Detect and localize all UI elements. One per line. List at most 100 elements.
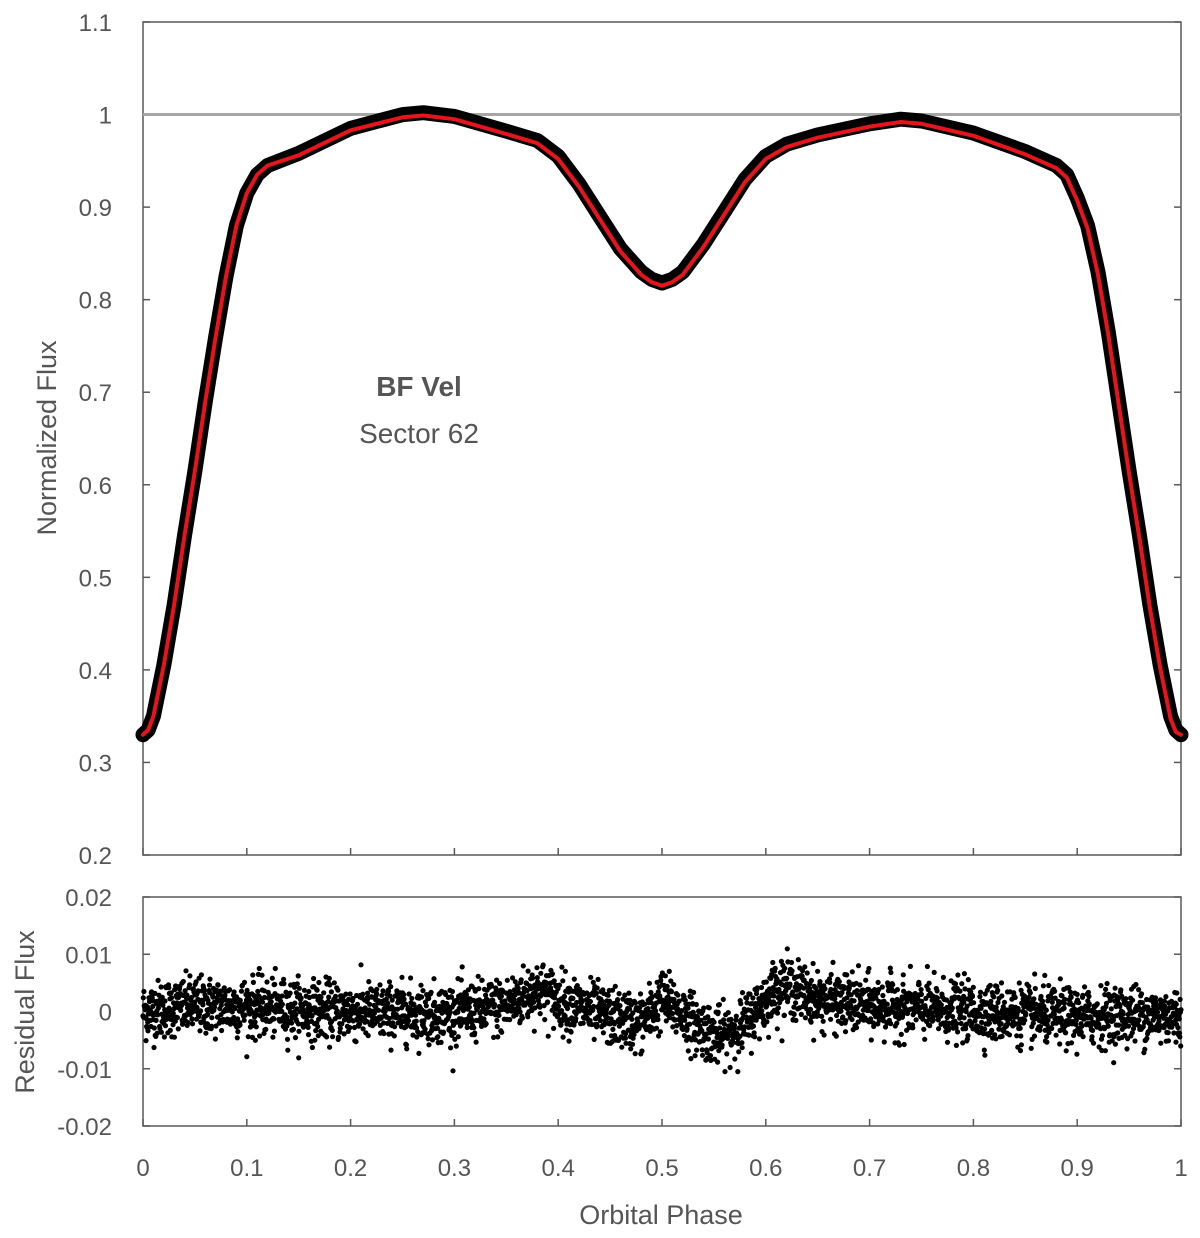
residual-point xyxy=(961,999,967,1005)
residual-point xyxy=(880,992,886,999)
residual-point xyxy=(562,968,569,974)
residual-point xyxy=(607,1001,613,1007)
residual-point xyxy=(418,982,424,988)
residual-point xyxy=(141,988,147,995)
residual-point xyxy=(272,965,278,972)
residual-point xyxy=(711,1019,717,1025)
residual-point xyxy=(884,1001,890,1007)
residual-point xyxy=(950,1014,956,1020)
residual-point xyxy=(250,1010,256,1016)
residual-point xyxy=(167,1027,173,1033)
residual-point xyxy=(187,973,193,979)
residual-point xyxy=(531,999,537,1005)
residual-point xyxy=(204,1021,210,1027)
residual-point xyxy=(739,990,746,996)
residual-point xyxy=(268,999,274,1005)
residual-point xyxy=(1032,971,1038,977)
residual-point xyxy=(849,1016,855,1023)
residual-point xyxy=(1178,1007,1184,1013)
residual-point xyxy=(739,1040,745,1046)
residual-point xyxy=(853,1025,860,1031)
residual-point xyxy=(998,980,1005,986)
residual-point xyxy=(195,988,201,994)
residual-point xyxy=(707,1053,714,1059)
residual-point xyxy=(629,1016,635,1022)
residual-point xyxy=(155,977,161,984)
residual-point xyxy=(938,1002,944,1008)
residual-point xyxy=(564,1005,571,1012)
residual-point xyxy=(995,987,1001,994)
residual-point xyxy=(1161,998,1167,1004)
residual-point xyxy=(778,958,785,965)
residual-point xyxy=(952,994,958,1000)
residual-point xyxy=(1038,993,1044,1000)
residual-point xyxy=(560,1034,566,1040)
residual-point xyxy=(198,1008,204,1014)
residual-point xyxy=(772,965,778,972)
residual-point xyxy=(1103,1000,1110,1006)
residual-point xyxy=(374,986,380,993)
residual-point xyxy=(326,994,332,1000)
residual-point xyxy=(675,992,681,998)
bottom-x-tick-label: 0.4 xyxy=(542,1155,575,1182)
residual-point xyxy=(719,1042,725,1048)
residual-point xyxy=(693,1001,699,1008)
residual-point xyxy=(882,1024,889,1030)
residual-point xyxy=(261,988,267,994)
residual-point xyxy=(603,1011,609,1017)
residual-point xyxy=(1059,993,1065,999)
residual-point xyxy=(727,1064,733,1071)
residual-point xyxy=(898,1031,904,1037)
residual-point xyxy=(977,994,983,1000)
residual-point xyxy=(678,1019,684,1025)
residual-point xyxy=(207,976,213,982)
residual-point xyxy=(789,968,795,974)
residual-point xyxy=(422,1026,428,1032)
residual-point xyxy=(381,1030,387,1037)
residual-point xyxy=(529,975,536,981)
residual-point xyxy=(455,1009,461,1015)
bottom-x-tick-label: 0.7 xyxy=(853,1155,886,1182)
residual-point xyxy=(854,988,860,994)
residual-point xyxy=(494,1023,500,1030)
residual-point xyxy=(416,1050,422,1056)
residual-point xyxy=(1031,996,1037,1002)
residual-point xyxy=(453,1043,459,1049)
residual-point xyxy=(605,992,611,998)
residual-point xyxy=(771,993,777,999)
residual-point xyxy=(958,1020,964,1027)
residual-point xyxy=(788,959,795,966)
residual-point xyxy=(309,1012,315,1018)
residual-point xyxy=(1063,1048,1069,1054)
residual-point xyxy=(802,964,808,970)
residual-point xyxy=(787,981,793,987)
residual-point xyxy=(720,996,726,1003)
residual-point xyxy=(1017,1048,1024,1054)
residual-point xyxy=(1104,980,1110,987)
residual-point xyxy=(1165,1030,1171,1036)
residual-point xyxy=(551,978,557,984)
residual-point xyxy=(250,979,256,986)
residual-point xyxy=(690,1009,696,1016)
residual-point xyxy=(632,1000,639,1006)
residual-point xyxy=(232,1005,238,1012)
residual-point xyxy=(717,1025,723,1031)
residual-point xyxy=(375,1007,382,1013)
residual-point xyxy=(256,965,262,972)
top-y-axis-title: Normalized Flux xyxy=(32,340,62,536)
residual-point xyxy=(408,975,414,981)
residual-point xyxy=(894,1020,900,1026)
bottom-x-tick-label: 0.6 xyxy=(749,1155,782,1182)
residual-point xyxy=(237,997,243,1004)
residual-point xyxy=(387,993,393,999)
residual-point xyxy=(1099,1033,1105,1039)
residual-point xyxy=(645,1006,651,1012)
residual-point xyxy=(178,1007,184,1014)
residual-point xyxy=(475,973,481,979)
residual-point xyxy=(774,1010,781,1016)
residual-point xyxy=(245,1034,251,1040)
bottom-x-tick-label: 0.2 xyxy=(334,1155,367,1182)
residual-point xyxy=(637,991,644,997)
residual-point xyxy=(171,1034,177,1040)
residual-point xyxy=(1176,1016,1182,1022)
